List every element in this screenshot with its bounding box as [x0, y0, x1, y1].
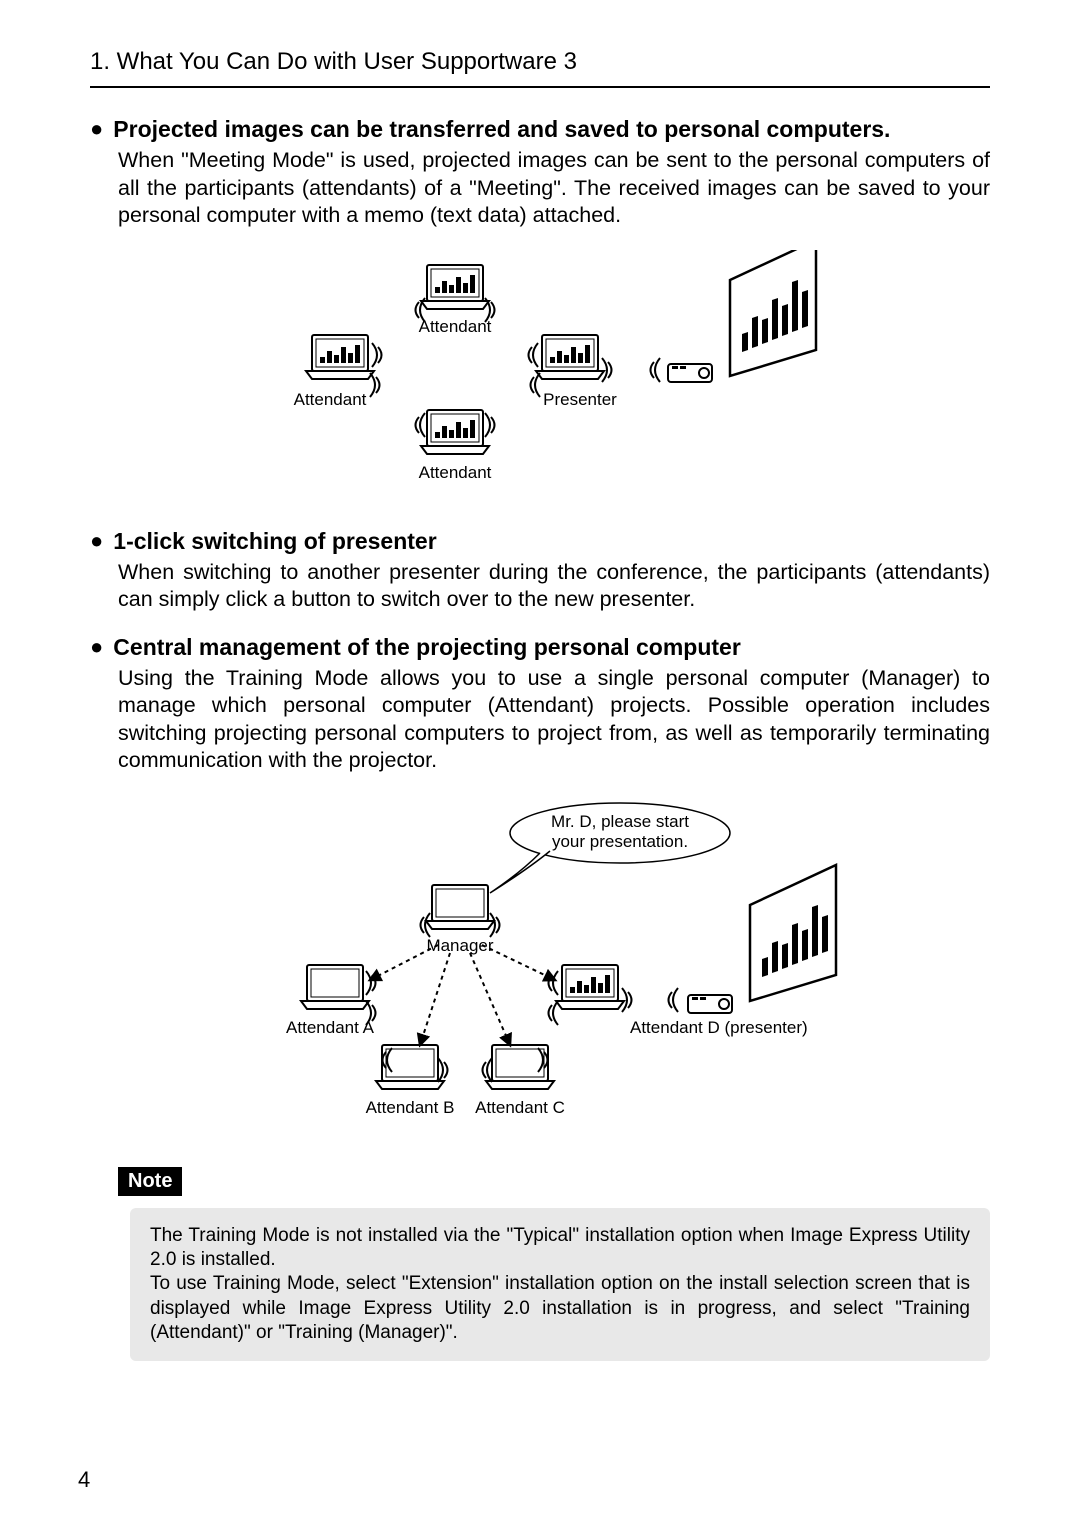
fig2-speech-line2: your presentation. — [552, 832, 688, 851]
fig2-label-attendant-b: Attendant B — [366, 1098, 455, 1117]
page-number: 4 — [78, 1467, 90, 1493]
page: 1. What You Can Do with User Supportware… — [0, 0, 1080, 1529]
bullet-block-2: ● 1-click switching of presenter When sw… — [90, 528, 990, 614]
bullet-body-3: Using the Training Mode allows you to us… — [118, 665, 990, 775]
bullet-title-1: Projected images can be transferred and … — [113, 116, 890, 143]
bullet-dot-icon: ● — [90, 528, 103, 554]
figure-training-mode: Mr. D, please start your presentation. M… — [220, 795, 860, 1135]
fig2-speech-line1: Mr. D, please start — [551, 812, 689, 831]
bullet-body-2: When switching to another presenter duri… — [118, 559, 990, 614]
note-body: The Training Mode is not installed via t… — [150, 1225, 970, 1343]
bullet-head-3: ● Central management of the projecting p… — [90, 634, 990, 661]
bullet-block-1: ● Projected images can be transferred an… — [90, 116, 990, 230]
figure-meeting-mode: Attendant Attendant Attendant Presenter — [230, 250, 850, 510]
fig1-label-presenter: Presenter — [543, 390, 617, 409]
fig2-label-attendant-d: Attendant D (presenter) — [630, 1018, 808, 1037]
bullet-body-1: When "Meeting Mode" is used, projected i… — [118, 147, 990, 230]
fig2-label-attendant-c: Attendant C — [475, 1098, 565, 1117]
bullet-head-2: ● 1-click switching of presenter — [90, 528, 990, 555]
section-heading: 1. What You Can Do with User Supportware… — [90, 48, 990, 88]
speech-bubble: Mr. D, please start your presentation. — [490, 803, 730, 893]
note-box: The Training Mode is not installed via t… — [130, 1208, 990, 1362]
bullet-title-3: Central management of the projecting per… — [113, 634, 741, 661]
bullet-dot-icon: ● — [90, 116, 103, 142]
fig1-label-attendant-bottom: Attendant — [419, 463, 492, 482]
note-label: Note — [118, 1167, 182, 1196]
bullet-head-1: ● Projected images can be transferred an… — [90, 116, 990, 143]
bullet-block-3: ● Central management of the projecting p… — [90, 634, 990, 775]
bullet-dot-icon: ● — [90, 634, 103, 660]
bullet-title-2: 1-click switching of presenter — [113, 528, 436, 555]
fig2-label-attendant-a: Attendant A — [286, 1018, 375, 1037]
fig1-label-attendant-left: Attendant — [294, 390, 367, 409]
fig1-label-attendant-top: Attendant — [419, 317, 492, 336]
